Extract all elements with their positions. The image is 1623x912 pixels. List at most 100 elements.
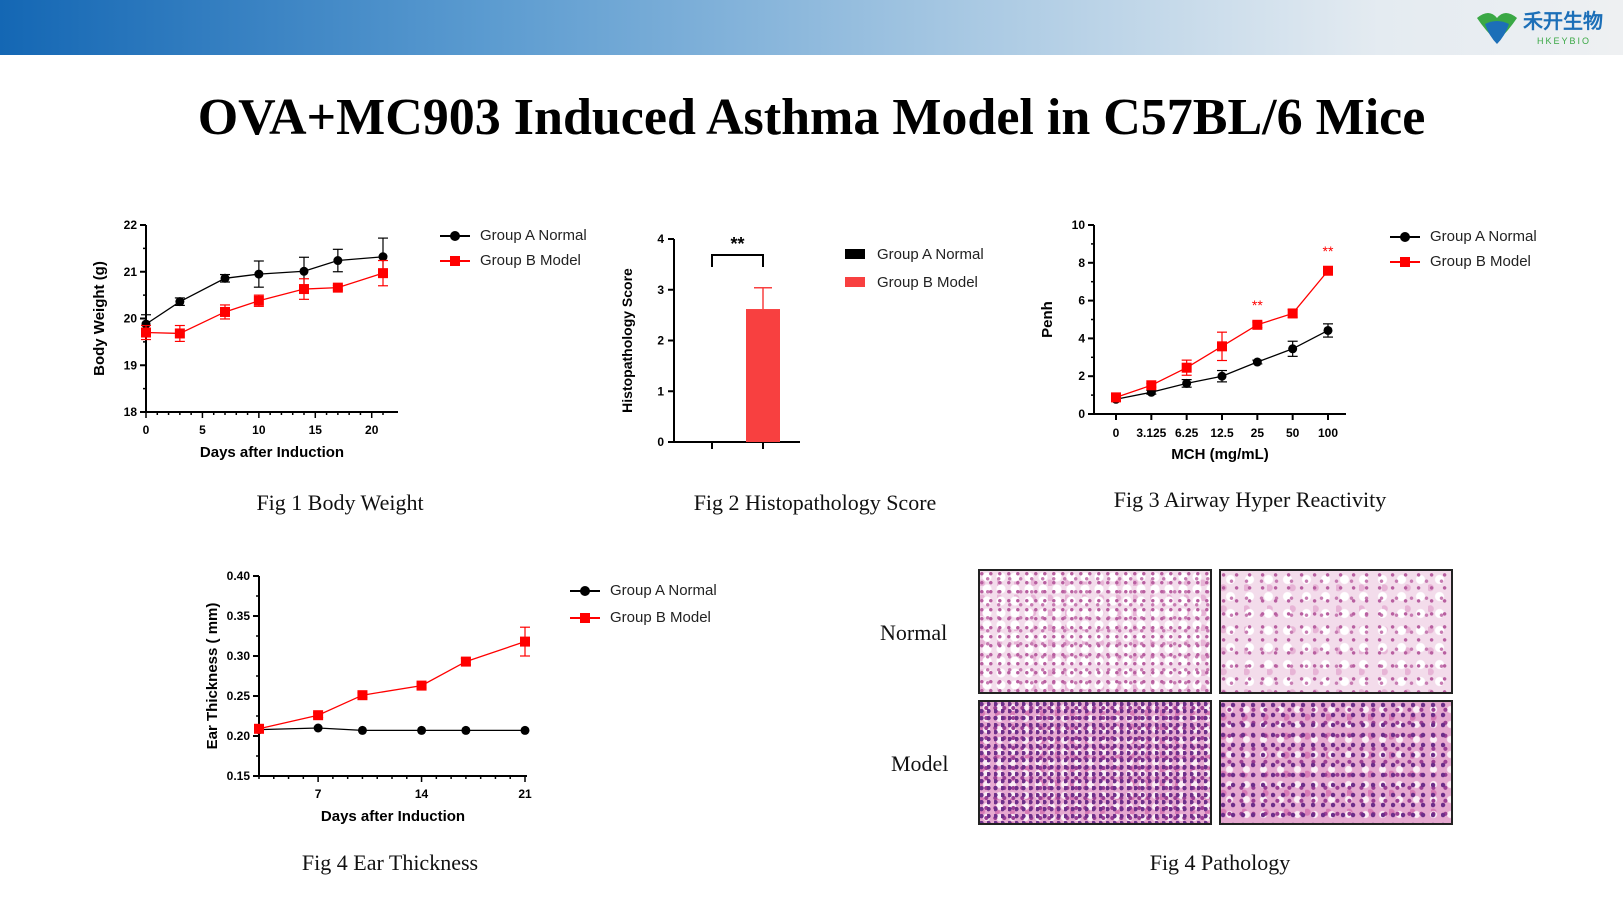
- data-point-group-a: [1288, 344, 1298, 354]
- legend-item-a: Group A Normal: [845, 240, 984, 268]
- data-point-group-a: [1217, 371, 1227, 381]
- y-tick-label: 21: [124, 265, 138, 279]
- y-tick-label: 0: [1078, 407, 1085, 421]
- y-tick-label: 20: [124, 312, 138, 326]
- legend-item-a: Group A Normal: [1390, 224, 1537, 249]
- x-tick-label: 14: [415, 787, 429, 801]
- legend-item-b: Group B Model: [570, 604, 717, 631]
- significance-label: **: [730, 234, 744, 254]
- legend-item-b: Group B Model: [440, 248, 587, 273]
- data-point-group-a: [220, 273, 230, 283]
- data-point-group-b: [313, 710, 324, 721]
- caption-fig1: Fig 1 Body Weight: [256, 490, 424, 515]
- x-tick-label: 10: [252, 423, 266, 437]
- y-tick-label: 18: [124, 405, 138, 419]
- data-point-group-a: [417, 725, 427, 735]
- legend-item-b: Group B Model: [1390, 249, 1537, 274]
- y-tick-label: 0.30: [227, 649, 251, 663]
- x-axis-label: Days after Induction: [321, 808, 465, 825]
- data-point-group-a: [333, 256, 343, 266]
- pathology-label-model: Model: [891, 751, 949, 776]
- x-tick-label: 21: [518, 787, 532, 801]
- y-tick-label: 8: [1078, 256, 1085, 270]
- y-axis-label: Ear Thickness ( mm): [204, 603, 221, 750]
- legend-fig1: Group A Normal Group B Model: [440, 223, 587, 273]
- legend-label: Group B Model: [610, 609, 711, 626]
- y-tick-label: 4: [657, 232, 664, 246]
- legend-fig2: Group A Normal Group B Model: [845, 240, 984, 296]
- x-axis-label: MCH (mg/mL): [1171, 446, 1269, 463]
- legend-item-b: Group B Model: [845, 268, 984, 296]
- data-point-group-b: [1111, 392, 1121, 403]
- data-point-group-b: [299, 284, 309, 295]
- x-tick-label: 3.125: [1136, 426, 1166, 440]
- y-tick-label: 0: [657, 435, 664, 449]
- page-title: OVA+MC903 Induced Asthma Model in C57BL/…: [197, 89, 1426, 146]
- data-point-group-b: [416, 680, 427, 691]
- y-tick-label: 22: [124, 218, 138, 232]
- x-tick-label: 50: [1286, 426, 1300, 440]
- logo-cn: 禾开生物: [1523, 9, 1603, 33]
- data-point-group-a: [461, 725, 471, 735]
- significance-label: **: [1323, 243, 1334, 259]
- data-point-group-a: [357, 725, 367, 735]
- data-point-group-b: [174, 328, 185, 339]
- x-tick-label: 0: [143, 423, 150, 437]
- data-point-group-a: [1252, 357, 1262, 367]
- y-tick-label: 1: [657, 384, 664, 398]
- caption-fig4: Fig 4 Ear Thickness: [301, 850, 479, 875]
- legend-label: Group A Normal: [877, 245, 984, 263]
- data-point-group-b: [1146, 380, 1157, 391]
- y-tick-label: 6: [1078, 294, 1085, 308]
- hkeybio-logo: 禾开生物 HKEYBIO: [1475, 4, 1615, 50]
- data-point-group-b: [220, 306, 230, 317]
- data-point-group-b: [1181, 362, 1192, 373]
- data-point-group-b: [1252, 319, 1263, 330]
- x-tick-label: 25: [1251, 426, 1265, 440]
- data-point-group-a: [299, 266, 309, 276]
- data-point-group-b: [141, 327, 151, 338]
- legend-label: Group A Normal: [1430, 228, 1537, 245]
- legend-fig4: Group A Normal Group B Model: [570, 577, 717, 631]
- x-tick-label: 20: [365, 423, 379, 437]
- data-point-group-a: [378, 252, 388, 262]
- pathology-image-normal-high: [1219, 569, 1453, 694]
- caption-fig3: Fig 3 Airway Hyper Reactivity: [1113, 487, 1387, 512]
- data-point-group-a: [141, 319, 151, 329]
- series-line-group-a: [145, 256, 384, 325]
- data-point-group-b: [460, 656, 471, 667]
- y-tick-label: 0.15: [227, 769, 251, 783]
- chart-histopathology: 0 1 2 3 4 ** Histopathology Score: [620, 232, 800, 449]
- chart-body-weight: 18 19 20 21 22 0 5 10 15 20 Days after Induction Bo…: [91, 218, 398, 461]
- data-point-group-a: [1182, 378, 1192, 388]
- legend-label: Group B Model: [480, 252, 581, 269]
- data-point-group-a: [313, 723, 323, 733]
- logo-en: HKEYBIO: [1537, 36, 1591, 46]
- data-point-group-a: [520, 725, 530, 735]
- legend-item-a: Group A Normal: [440, 223, 587, 248]
- header-banner: [0, 0, 1623, 55]
- x-tick-label: 100: [1318, 426, 1338, 440]
- data-point-group-b: [357, 690, 368, 701]
- legend-label: Group A Normal: [610, 582, 717, 599]
- caption-fig2: Fig 2 Histopathology Score: [693, 490, 937, 515]
- x-axis-label: Days after Induction: [200, 444, 344, 461]
- data-point-group-b: [1217, 341, 1227, 352]
- y-tick-label: 4: [1078, 331, 1085, 345]
- significance-bracket: [711, 254, 764, 267]
- chart-ear-thickness: 0.15 0.20 0.25 0.30 0.35 0.40 7 14 21 Days after …: [204, 569, 532, 825]
- y-tick-label: 0.25: [227, 689, 251, 703]
- x-tick-label: 6.25: [1175, 426, 1199, 440]
- y-tick-label: 3: [657, 283, 664, 297]
- legend-label: Group A Normal: [480, 227, 587, 244]
- legend-label: Group B Model: [877, 273, 978, 291]
- data-point-group-b: [254, 723, 264, 734]
- y-tick-label: 2: [1078, 369, 1085, 383]
- legend-item-a: Group A Normal: [570, 577, 717, 604]
- caption-fig5: Fig 4 Pathology: [1149, 850, 1291, 875]
- x-tick-label: 5: [199, 423, 206, 437]
- pathology-image-model-high: [1219, 700, 1453, 825]
- y-tick-label: 0.35: [227, 609, 251, 623]
- y-tick-label: 0.40: [227, 569, 251, 583]
